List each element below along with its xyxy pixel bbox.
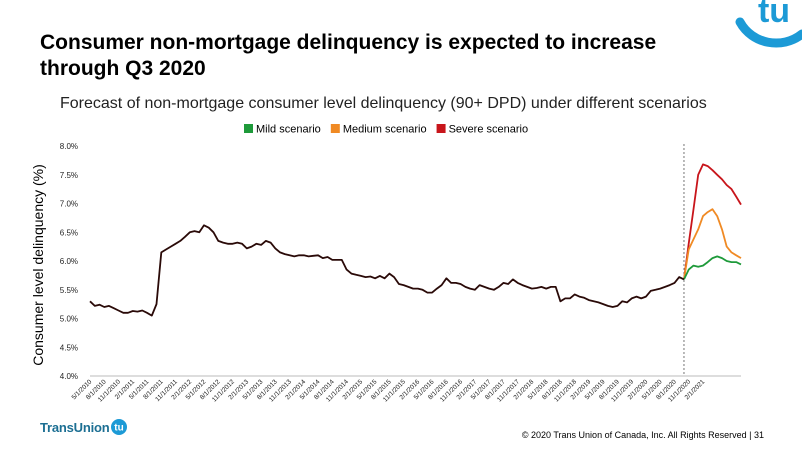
y-tick-label: 7.5% <box>60 171 78 180</box>
y-axis-title: Consumer level delinquency (%) <box>30 164 46 366</box>
legend-swatch <box>436 124 446 133</box>
footer-logo-icon: tu <box>110 419 127 435</box>
y-tick-label: 4.0% <box>60 372 78 381</box>
y-tick-label: 4.5% <box>60 343 78 352</box>
legend-label: Severe scenario <box>449 124 529 136</box>
y-tick-label: 8.0% <box>60 142 78 151</box>
chart-title: Forecast of non-mortgage consumer level … <box>60 95 707 112</box>
copyright-text: © 2020 Trans Union of Canada, Inc. All R… <box>521 430 764 440</box>
svg-text:tu: tu <box>114 423 123 434</box>
slide-title: Consumer non-mortgage delinquency is exp… <box>40 30 720 82</box>
y-tick-label: 6.5% <box>60 228 78 237</box>
logo-text: tu <box>758 0 790 30</box>
series-line-medium-scenario <box>683 208 742 280</box>
slide-title-line-1: Consumer non-mortgage delinquency is exp… <box>40 31 657 54</box>
footer-logo-text: TransUnion <box>40 419 110 435</box>
footer-logo: TransUnion tu <box>40 418 128 436</box>
slide-title-line-2: through Q3 2020 <box>40 57 206 80</box>
y-tick-label: 5.0% <box>60 315 78 324</box>
series-line-mild-scenario <box>683 255 742 280</box>
y-tick-label: 7.0% <box>60 200 78 209</box>
series-line-severe-scenario <box>683 163 742 280</box>
legend-label: Medium scenario <box>343 124 427 136</box>
y-tick-label: 6.0% <box>60 257 78 266</box>
legend-label: Mild scenario <box>256 124 321 136</box>
legend-swatch <box>244 124 253 133</box>
transunion-logo-icon: tu <box>724 0 802 83</box>
legend-swatch <box>330 124 340 133</box>
series-line-historical <box>89 224 685 317</box>
y-tick-label: 5.5% <box>60 286 78 295</box>
